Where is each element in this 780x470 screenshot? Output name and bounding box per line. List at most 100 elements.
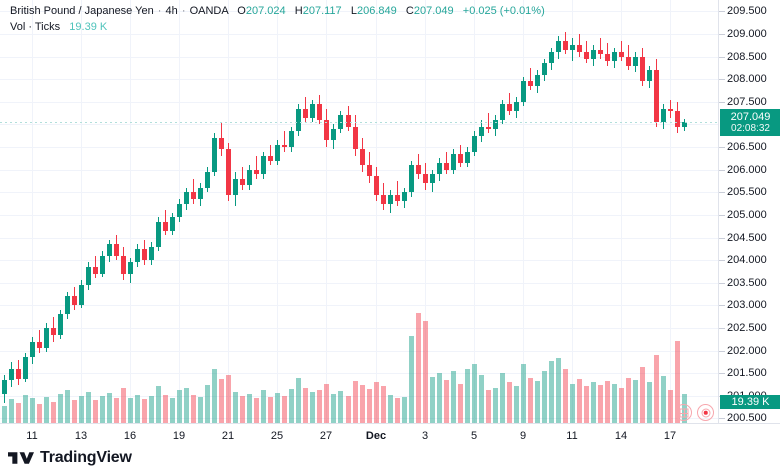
price-axis-dash — [719, 260, 725, 261]
candle-wick — [242, 167, 243, 190]
volume-profile-icon[interactable] — [675, 404, 692, 421]
volume-bar — [191, 395, 196, 423]
candle-body — [521, 81, 526, 102]
candle-body — [198, 187, 203, 200]
candle-wick — [586, 40, 587, 64]
volume-bar — [303, 388, 308, 423]
volume-bar — [367, 389, 372, 423]
volume-bar — [121, 388, 126, 423]
candle-body — [51, 327, 56, 335]
price-axis-dash — [719, 192, 725, 193]
volume-bar — [331, 394, 336, 423]
time-axis-tick-label: 5 — [470, 430, 478, 442]
time-axis-tick-label: 21 — [221, 430, 235, 442]
volume-bar — [254, 398, 259, 423]
current-price-value: 207.049 — [730, 111, 771, 123]
candle-wick — [270, 144, 271, 166]
volume-bar — [486, 390, 491, 423]
volume-bar — [100, 396, 105, 423]
gridline-horizontal — [0, 79, 718, 80]
volume-bar — [661, 376, 666, 423]
candle-body — [247, 169, 252, 186]
candle-wick — [446, 151, 447, 175]
candle-body — [72, 296, 77, 306]
candle-body — [346, 115, 351, 127]
price-axis-tick-label: 206.000 — [727, 164, 767, 176]
gridline-vertical — [425, 0, 426, 423]
gridline-horizontal — [0, 260, 718, 261]
volume-bar — [395, 398, 400, 423]
price-axis-tick-label: 202.000 — [727, 345, 767, 357]
candle-body — [114, 244, 119, 256]
price-axis-dash — [719, 147, 725, 148]
time-axis-tick-label: 11 — [26, 430, 38, 442]
time-axis[interactable]: 11 13 16 19 21 25 27 Dec 3 5 9 11 14 17 — [0, 423, 780, 448]
chart-pane[interactable] — [0, 0, 718, 423]
volume-bar — [346, 396, 351, 423]
candle-body — [65, 296, 70, 315]
candle-body — [16, 368, 21, 379]
candle-body — [451, 153, 456, 170]
price-axis-tick-label: 203.000 — [727, 299, 767, 311]
candle-body — [219, 137, 224, 150]
volume-bar — [16, 403, 21, 423]
gridline-horizontal — [0, 215, 718, 216]
candle-body — [163, 221, 168, 231]
price-axis-tick-label: 209.000 — [727, 28, 767, 40]
candle-wick — [39, 330, 40, 353]
time-axis-tick-label: 27 — [319, 430, 333, 442]
time-axis-tick-label: 25 — [270, 430, 284, 442]
volume-bar — [233, 392, 238, 423]
volume-bar — [135, 395, 140, 423]
gridline-horizontal — [0, 11, 718, 12]
gridline-vertical — [81, 0, 82, 423]
candle-wick — [530, 67, 531, 91]
volume-bar — [72, 400, 77, 423]
volume-bar — [268, 397, 273, 423]
current-price-badge: 207.049 02:08:32 — [720, 109, 780, 136]
tradingview-logo[interactable]: TradingView — [8, 449, 132, 467]
candle-body — [514, 101, 519, 111]
candle-wick — [397, 180, 398, 206]
candle-body — [317, 104, 322, 120]
time-axis-tick-label: 16 — [123, 430, 137, 442]
price-axis-tick-label: 205.000 — [727, 209, 767, 221]
volume-bar — [626, 378, 631, 423]
candle-body — [353, 126, 358, 150]
gridline-horizontal — [0, 170, 718, 171]
price-axis-tick-label: 202.500 — [727, 322, 767, 334]
candle-body — [542, 63, 547, 75]
price-axis-dash — [719, 34, 725, 35]
volume-bar — [86, 392, 91, 423]
volume-bar — [79, 396, 84, 423]
candle-body — [395, 194, 400, 202]
volume-bar — [514, 386, 519, 423]
candle-wick — [621, 40, 622, 62]
price-axis-dash — [719, 373, 725, 374]
candle-body — [177, 203, 182, 218]
volume-bar — [381, 386, 386, 423]
price-axis[interactable]: 209.500 209.000 208.500 208.000 207.500 206.5… — [718, 0, 780, 423]
time-axis-tick-label: 11 — [566, 430, 578, 442]
candle-body — [381, 194, 386, 204]
time-axis-tick-label: 14 — [614, 430, 628, 442]
price-axis-dash — [719, 79, 725, 80]
candle-body — [142, 248, 147, 261]
gridline-vertical — [670, 0, 671, 423]
price-axis-dash — [719, 215, 725, 216]
volume-bar — [570, 384, 575, 423]
gridline-horizontal — [0, 418, 718, 419]
volume-bar — [163, 395, 168, 423]
volume-bar — [605, 381, 610, 423]
gridline-horizontal — [0, 305, 718, 306]
candle-body — [23, 357, 28, 379]
price-axis-dash — [719, 305, 725, 306]
volume-bar — [37, 404, 42, 423]
gridline-horizontal — [0, 57, 718, 58]
price-axis-tick-label: 205.500 — [727, 186, 767, 198]
price-target-icon[interactable] — [697, 404, 714, 421]
price-axis-tick-label: 208.000 — [727, 73, 767, 85]
gridline-horizontal — [0, 147, 718, 148]
candle-body — [324, 119, 329, 141]
